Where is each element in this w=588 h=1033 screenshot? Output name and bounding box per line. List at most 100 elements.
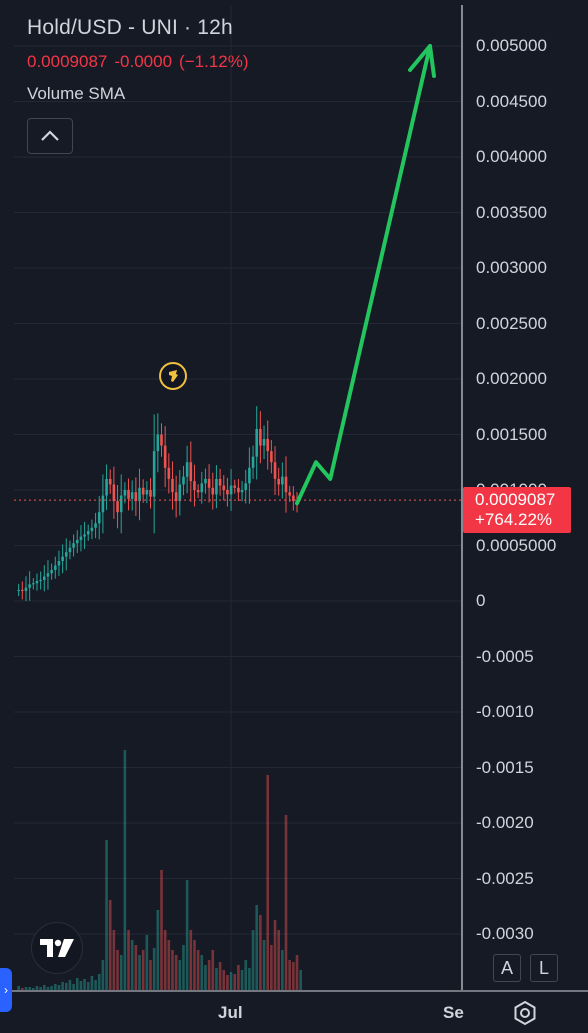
- volume-bar: [130, 940, 134, 990]
- volume-bar: [200, 955, 204, 990]
- candle-body: [270, 451, 273, 463]
- candle-body: [273, 462, 277, 479]
- candle-body: [86, 531, 90, 535]
- y-tick-label: 0.004500: [476, 91, 547, 111]
- candle-body: [105, 478, 108, 496]
- volume-bar: [193, 940, 196, 990]
- volume-bar: [39, 987, 42, 990]
- expand-panel-tab[interactable]: ›: [0, 968, 12, 1012]
- candle-body: [90, 527, 94, 532]
- candle-body: [178, 484, 182, 502]
- volume-bar: [145, 935, 149, 990]
- volume-bar: [64, 983, 68, 990]
- candle-body: [21, 589, 24, 592]
- volume-bar: [288, 960, 291, 990]
- candle-body: [68, 547, 72, 553]
- log-scale-button[interactable]: L: [530, 954, 558, 982]
- volume-bar: [32, 988, 35, 990]
- volume-bar: [116, 950, 119, 990]
- last-price: 0.0009087: [27, 52, 108, 71]
- volume-bar: [97, 974, 101, 990]
- volume-bar: [259, 915, 262, 990]
- volume-bar: [83, 979, 86, 990]
- volume-bar: [171, 950, 174, 990]
- volume-bar: [207, 960, 211, 990]
- y-tick-label: -0.0020: [476, 813, 534, 832]
- candle-body: [75, 539, 79, 544]
- tradingview-logo-icon[interactable]: [31, 922, 83, 974]
- y-tick-label: 0.005000: [476, 36, 547, 55]
- volume-bars: [17, 750, 302, 990]
- volume-bar: [295, 955, 299, 990]
- volume-bar: [94, 980, 97, 990]
- auto-scale-button[interactable]: A: [493, 954, 521, 982]
- volume-bar: [174, 955, 178, 990]
- volume-bar: [141, 950, 145, 990]
- last-price-tag-pct: +764.22%: [475, 510, 553, 529]
- candle-body: [277, 478, 280, 485]
- projection-arrow: [295, 44, 436, 506]
- volume-bar: [119, 955, 123, 990]
- candle-body: [145, 490, 149, 495]
- price-change-pct: (−1.12%): [179, 52, 249, 71]
- volume-bar: [185, 880, 189, 990]
- candle-body: [138, 487, 141, 502]
- y-tick-label: 0: [476, 591, 486, 610]
- volume-bar: [273, 920, 277, 990]
- indicator-label[interactable]: Volume SMA: [27, 84, 126, 103]
- volume-bar: [105, 840, 108, 990]
- volume-bar: [233, 974, 237, 990]
- volume-bar: [134, 945, 138, 990]
- volume-bar: [57, 985, 61, 990]
- volume-bar: [156, 910, 160, 990]
- y-tick-label: 0.002000: [476, 369, 547, 388]
- volume-bar: [152, 948, 156, 990]
- volume-bar: [68, 980, 72, 990]
- collapse-legend-button[interactable]: [27, 118, 73, 154]
- volume-bar: [163, 930, 167, 990]
- candle-body: [39, 579, 42, 582]
- candle-body: [53, 565, 57, 570]
- y-tick-label: 0.003500: [476, 202, 547, 222]
- volume-bar: [218, 962, 222, 990]
- volume-bar: [123, 750, 127, 990]
- volume-bar: [46, 987, 50, 990]
- candle-body: [218, 478, 222, 486]
- candle-body: [101, 495, 105, 513]
- candle-body: [97, 512, 101, 524]
- candle-body: [182, 476, 185, 485]
- volume-bar: [90, 976, 94, 990]
- candle-body: [244, 483, 248, 490]
- volume-bar: [211, 950, 215, 990]
- candle-body: [189, 462, 193, 482]
- volume-bar: [35, 986, 39, 990]
- token-icon[interactable]: [159, 362, 187, 390]
- last-price-tag: 0.0009087 +764.22%: [463, 487, 571, 533]
- volume-bar: [72, 984, 75, 990]
- symbol-title[interactable]: Hold/USD - UNI · 12h: [27, 16, 233, 39]
- chevron-up-icon: [41, 130, 59, 141]
- volume-bar: [127, 930, 130, 990]
- volume-bar: [108, 900, 112, 990]
- volume-bar: [178, 960, 182, 990]
- candle-body: [130, 492, 134, 499]
- volume-bar: [182, 945, 185, 990]
- candle-body: [57, 561, 61, 566]
- candle-body: [288, 492, 291, 496]
- volume-bar: [240, 970, 244, 990]
- volume-bar: [204, 965, 207, 990]
- y-tick-label: -0.0005: [476, 646, 534, 666]
- candle-body: [119, 495, 123, 513]
- tv-logo-glyph-icon: [40, 939, 74, 957]
- candle-body: [24, 587, 28, 592]
- candle-body: [215, 478, 218, 495]
- volume-bar: [112, 930, 116, 990]
- candle-body: [229, 485, 233, 495]
- candle-body: [83, 534, 86, 537]
- candle-body: [156, 434, 160, 452]
- candle-body: [262, 438, 266, 446]
- volume-bar: [292, 962, 295, 990]
- candle-body: [42, 576, 46, 580]
- chevron-right-icon: ›: [4, 983, 8, 997]
